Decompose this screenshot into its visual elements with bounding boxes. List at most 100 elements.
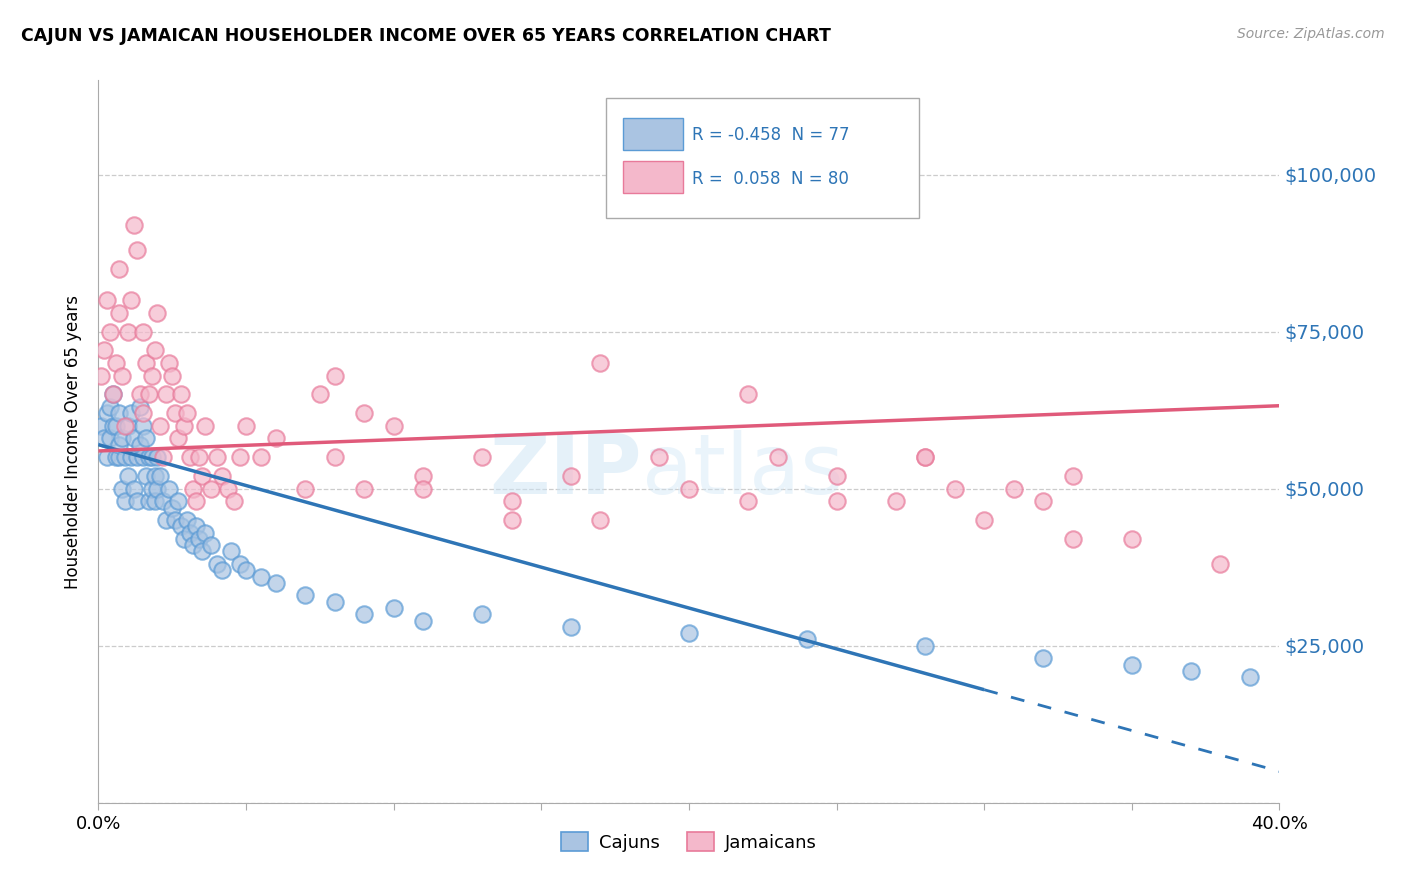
- FancyBboxPatch shape: [623, 161, 683, 193]
- Point: [170, 519, 193, 533]
- Point: [117, 469, 139, 483]
- Point: [108, 306, 131, 320]
- Point: [914, 450, 936, 465]
- Point: [229, 450, 252, 465]
- Point: [165, 513, 187, 527]
- Point: [229, 557, 252, 571]
- Point: [162, 368, 183, 383]
- Point: [111, 431, 134, 445]
- Point: [173, 418, 195, 433]
- Point: [191, 544, 214, 558]
- Point: [146, 306, 169, 320]
- Point: [114, 494, 136, 508]
- Point: [648, 450, 671, 465]
- Point: [149, 469, 172, 483]
- Point: [149, 418, 172, 433]
- Point: [105, 450, 128, 465]
- Text: R =  0.058  N = 80: R = 0.058 N = 80: [693, 169, 849, 187]
- Point: [90, 368, 112, 383]
- Point: [117, 325, 139, 339]
- Point: [167, 431, 190, 445]
- Point: [96, 450, 118, 465]
- Point: [146, 450, 169, 465]
- Point: [128, 438, 150, 452]
- Point: [157, 482, 180, 496]
- Point: [135, 431, 157, 445]
- Point: [471, 607, 494, 622]
- Point: [1002, 482, 1025, 496]
- Point: [143, 343, 166, 358]
- Point: [1032, 494, 1054, 508]
- Point: [114, 450, 136, 465]
- Point: [90, 418, 112, 433]
- Point: [1062, 532, 1084, 546]
- Point: [157, 356, 180, 370]
- Point: [560, 620, 582, 634]
- Point: [1239, 670, 1261, 684]
- Point: [1180, 664, 1202, 678]
- Point: [294, 589, 316, 603]
- Point: [173, 532, 195, 546]
- Point: [152, 450, 174, 465]
- Point: [943, 482, 966, 496]
- Point: [412, 614, 434, 628]
- Point: [96, 293, 118, 308]
- Point: [167, 494, 190, 508]
- Point: [412, 482, 434, 496]
- Point: [181, 538, 204, 552]
- Point: [141, 368, 163, 383]
- Point: [825, 469, 848, 483]
- Point: [125, 494, 148, 508]
- Point: [143, 469, 166, 483]
- Point: [973, 513, 995, 527]
- FancyBboxPatch shape: [623, 118, 683, 150]
- Point: [184, 494, 207, 508]
- Point: [211, 469, 233, 483]
- Point: [1121, 657, 1143, 672]
- FancyBboxPatch shape: [606, 98, 920, 218]
- Point: [122, 431, 145, 445]
- Y-axis label: Householder Income Over 65 years: Householder Income Over 65 years: [65, 294, 83, 589]
- Point: [221, 544, 243, 558]
- Point: [294, 482, 316, 496]
- Point: [108, 406, 131, 420]
- Point: [108, 450, 131, 465]
- Point: [796, 632, 818, 647]
- Point: [176, 513, 198, 527]
- Point: [737, 494, 759, 508]
- Point: [143, 494, 166, 508]
- Point: [96, 406, 118, 420]
- Point: [93, 343, 115, 358]
- Point: [766, 450, 789, 465]
- Point: [170, 387, 193, 401]
- Point: [128, 400, 150, 414]
- Legend: Cajuns, Jamaicans: Cajuns, Jamaicans: [554, 825, 824, 859]
- Point: [323, 595, 346, 609]
- Point: [1121, 532, 1143, 546]
- Point: [108, 438, 131, 452]
- Point: [125, 450, 148, 465]
- Point: [353, 607, 375, 622]
- Point: [138, 450, 160, 465]
- Text: ZIP: ZIP: [489, 430, 641, 511]
- Point: [1209, 557, 1232, 571]
- Point: [93, 431, 115, 445]
- Point: [235, 418, 257, 433]
- Point: [501, 494, 523, 508]
- Point: [117, 418, 139, 433]
- Point: [217, 482, 239, 496]
- Point: [205, 450, 228, 465]
- Point: [155, 513, 177, 527]
- Point: [181, 482, 204, 496]
- Point: [155, 387, 177, 401]
- Point: [103, 418, 125, 433]
- Point: [309, 387, 332, 401]
- Point: [914, 639, 936, 653]
- Point: [122, 218, 145, 232]
- Point: [179, 525, 201, 540]
- Point: [103, 387, 125, 401]
- Point: [235, 563, 257, 577]
- Point: [176, 406, 198, 420]
- Point: [678, 482, 700, 496]
- Point: [323, 368, 346, 383]
